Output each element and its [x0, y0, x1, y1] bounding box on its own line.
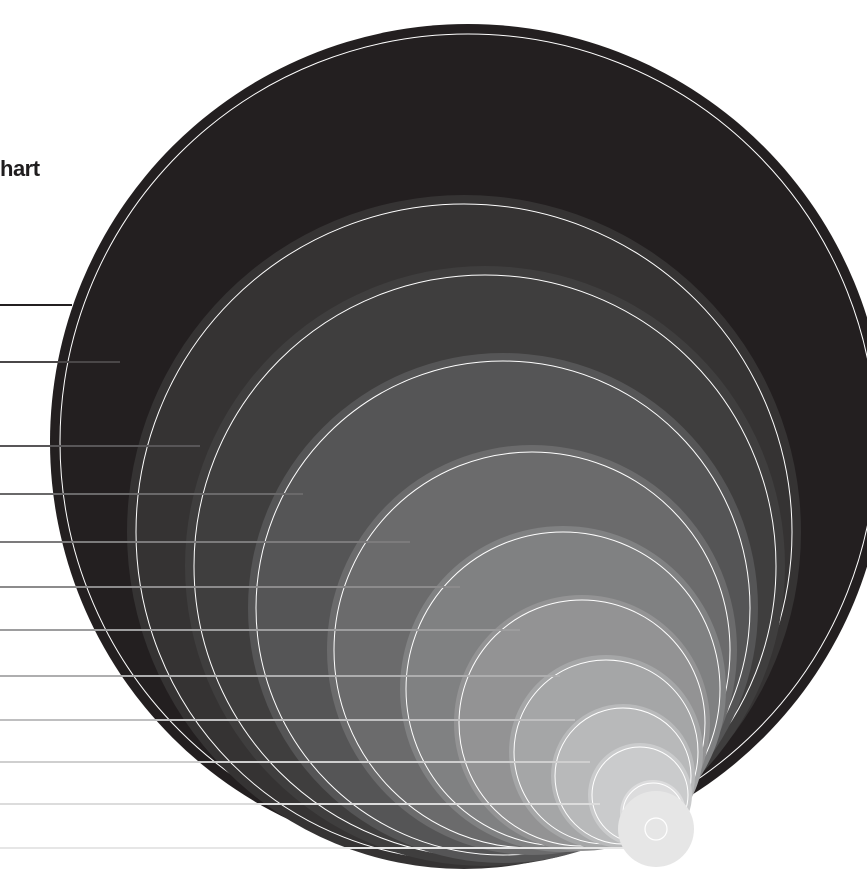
nested-circles-group: [50, 24, 867, 869]
circle-12: [618, 791, 694, 867]
circle-outline-12: [644, 817, 668, 841]
circle-outline-7: [458, 599, 706, 847]
chart-title: hart: [0, 156, 41, 181]
circle-outline-4: [255, 360, 751, 856]
leader-lines-group: [0, 304, 630, 849]
